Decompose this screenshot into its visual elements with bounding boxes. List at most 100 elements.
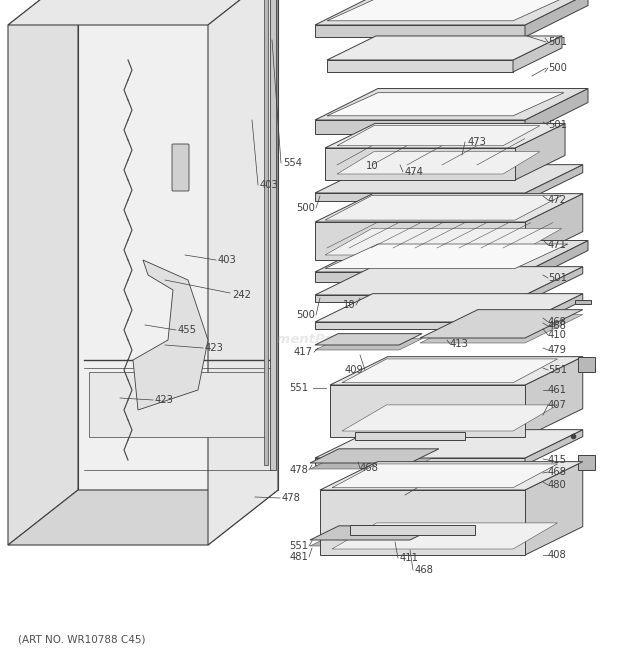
Polygon shape xyxy=(270,0,276,470)
Polygon shape xyxy=(525,461,583,555)
Text: 417: 417 xyxy=(294,347,313,357)
Polygon shape xyxy=(525,430,583,465)
Polygon shape xyxy=(525,194,583,260)
Polygon shape xyxy=(315,194,583,222)
Text: 455: 455 xyxy=(178,325,197,335)
Polygon shape xyxy=(315,334,422,345)
Polygon shape xyxy=(315,0,588,25)
Polygon shape xyxy=(320,461,583,490)
Polygon shape xyxy=(525,241,588,282)
Text: 500: 500 xyxy=(296,310,315,320)
Text: 10: 10 xyxy=(342,300,355,310)
Text: 501: 501 xyxy=(548,273,567,283)
Text: 554: 554 xyxy=(283,158,302,168)
Polygon shape xyxy=(315,193,525,201)
Text: 408: 408 xyxy=(548,550,567,560)
Polygon shape xyxy=(315,430,583,458)
Polygon shape xyxy=(8,0,278,25)
Polygon shape xyxy=(355,432,465,440)
Polygon shape xyxy=(315,338,422,350)
Polygon shape xyxy=(325,229,562,255)
Polygon shape xyxy=(578,455,595,470)
Polygon shape xyxy=(350,525,475,535)
Polygon shape xyxy=(315,293,583,322)
Polygon shape xyxy=(327,36,562,60)
Polygon shape xyxy=(8,490,278,545)
Text: 413: 413 xyxy=(450,339,469,349)
Text: 479: 479 xyxy=(548,345,567,355)
Polygon shape xyxy=(342,359,557,383)
Polygon shape xyxy=(315,120,525,134)
Polygon shape xyxy=(332,523,557,549)
Polygon shape xyxy=(330,385,525,437)
Text: 242: 242 xyxy=(232,290,251,300)
Polygon shape xyxy=(133,260,208,410)
Polygon shape xyxy=(325,148,515,180)
Polygon shape xyxy=(315,89,588,120)
Polygon shape xyxy=(315,295,525,302)
Text: 468: 468 xyxy=(360,463,379,473)
Polygon shape xyxy=(325,196,562,220)
Text: 468: 468 xyxy=(548,321,567,331)
Polygon shape xyxy=(315,458,525,465)
FancyBboxPatch shape xyxy=(172,144,189,191)
Text: 403: 403 xyxy=(218,255,237,265)
Polygon shape xyxy=(315,241,588,272)
Polygon shape xyxy=(327,0,564,20)
Polygon shape xyxy=(310,449,439,463)
Text: 551: 551 xyxy=(289,383,308,393)
Polygon shape xyxy=(208,0,278,545)
Text: 471: 471 xyxy=(548,240,567,250)
Polygon shape xyxy=(310,525,439,540)
Text: 403: 403 xyxy=(260,180,279,190)
Text: 478: 478 xyxy=(282,493,301,503)
Polygon shape xyxy=(264,0,268,465)
Text: 474: 474 xyxy=(405,167,424,177)
Polygon shape xyxy=(89,372,267,437)
Text: 468: 468 xyxy=(415,565,434,575)
Polygon shape xyxy=(330,357,583,385)
Text: 473: 473 xyxy=(468,137,487,147)
Polygon shape xyxy=(310,532,439,546)
Polygon shape xyxy=(578,357,595,371)
Polygon shape xyxy=(315,222,525,260)
Polygon shape xyxy=(420,309,583,338)
Polygon shape xyxy=(525,266,583,302)
Text: 500: 500 xyxy=(296,203,315,213)
Polygon shape xyxy=(327,60,513,72)
Polygon shape xyxy=(332,464,557,488)
Text: 415: 415 xyxy=(548,455,567,465)
Polygon shape xyxy=(337,151,540,174)
Text: 551: 551 xyxy=(289,541,308,551)
Text: 423: 423 xyxy=(155,395,174,405)
Text: 461: 461 xyxy=(548,385,567,395)
Text: 500: 500 xyxy=(548,63,567,73)
Text: 480: 480 xyxy=(548,480,567,490)
Text: 551: 551 xyxy=(548,365,567,375)
Text: 423: 423 xyxy=(205,343,224,353)
Text: 411: 411 xyxy=(400,553,419,563)
Polygon shape xyxy=(78,0,278,490)
Polygon shape xyxy=(525,293,583,329)
Polygon shape xyxy=(337,126,540,145)
Text: 409: 409 xyxy=(345,365,364,375)
Polygon shape xyxy=(8,0,78,545)
Text: 481: 481 xyxy=(289,552,308,562)
Polygon shape xyxy=(320,490,525,555)
Text: 478: 478 xyxy=(289,465,308,475)
Polygon shape xyxy=(325,244,568,268)
Polygon shape xyxy=(420,315,583,343)
Text: 410: 410 xyxy=(548,330,567,340)
Polygon shape xyxy=(315,25,525,37)
Text: 407: 407 xyxy=(548,400,567,410)
Polygon shape xyxy=(315,272,525,282)
Polygon shape xyxy=(325,124,565,148)
Text: (ART NO. WR10788 C45): (ART NO. WR10788 C45) xyxy=(18,635,146,645)
Polygon shape xyxy=(327,93,564,116)
Polygon shape xyxy=(575,299,591,303)
Polygon shape xyxy=(525,165,583,201)
Text: 468: 468 xyxy=(548,467,567,477)
Polygon shape xyxy=(525,357,583,437)
Polygon shape xyxy=(315,322,525,329)
Polygon shape xyxy=(315,266,583,295)
